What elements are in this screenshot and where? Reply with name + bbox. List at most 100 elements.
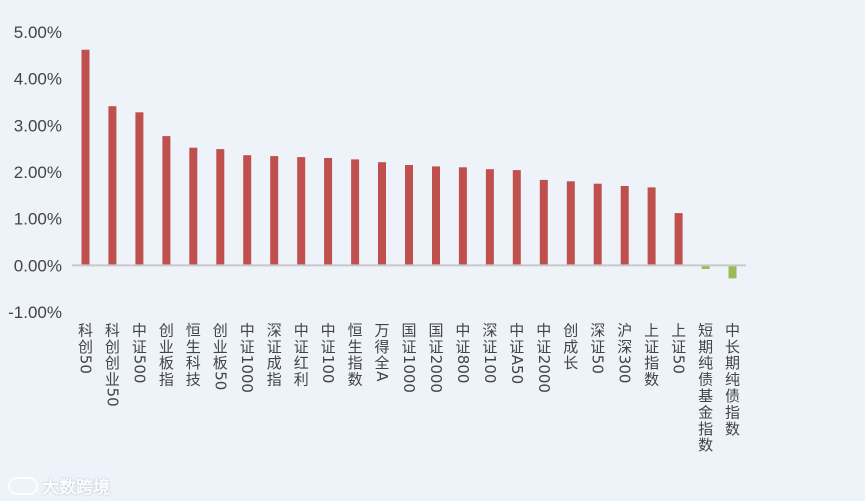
svg-text:板: 板 [159,354,174,372]
svg-text:深: 深 [267,321,282,339]
svg-text:1000: 1000 [400,355,418,393]
svg-text:2000: 2000 [427,355,445,393]
svg-text:科: 科 [105,321,120,339]
svg-text:深: 深 [482,321,497,339]
y-tick-label: 1.00% [14,210,62,229]
svg-text:证: 证 [536,338,551,356]
svg-text:数: 数 [348,371,363,389]
bar [162,136,171,266]
bar [593,183,602,266]
svg-text:创: 创 [213,321,228,339]
svg-text:证: 证 [455,338,470,356]
y-axis: 5.00% 4.00% 3.00% 2.00% 1.00% 0.00% -1.00% [8,23,62,322]
svg-text:指: 指 [348,354,363,372]
svg-text:创: 创 [105,338,120,356]
svg-text:沪: 沪 [617,321,632,339]
svg-text:500: 500 [130,355,148,384]
bar [189,147,198,266]
logo-icon [8,476,38,495]
svg-text:中: 中 [321,321,336,339]
svg-text:创: 创 [159,321,174,339]
svg-text:中: 中 [509,321,524,339]
svg-text:成: 成 [563,338,578,356]
y-tick-label: 3.00% [14,116,62,135]
svg-text:成: 成 [267,354,282,372]
svg-text:证: 证 [590,338,605,356]
svg-text:期: 期 [698,338,713,356]
svg-text:中: 中 [132,321,147,339]
svg-text:科: 科 [78,321,93,339]
svg-text:证: 证 [132,338,147,356]
svg-text:指: 指 [159,371,174,389]
bar [324,158,333,266]
svg-text:50: 50 [103,388,121,407]
svg-text:2000: 2000 [535,355,553,393]
bar [81,49,90,266]
svg-text:得: 得 [374,338,389,356]
svg-text:恒: 恒 [348,321,363,339]
svg-text:中: 中 [294,321,309,339]
svg-text:深: 深 [590,321,605,339]
svg-text:证: 证 [482,338,497,356]
svg-text:生: 生 [186,338,201,356]
y-tick-label: 0.00% [14,256,62,275]
svg-text:300: 300 [616,355,634,384]
svg-text:创: 创 [78,338,93,356]
svg-text:数: 数 [698,436,713,454]
y-tick-label: 2.00% [14,163,62,182]
bar [378,162,386,266]
svg-text:万: 万 [374,321,389,339]
svg-text:业: 业 [213,338,228,356]
bar [620,186,629,266]
svg-text:生: 生 [348,338,363,356]
svg-text:证: 证 [321,338,336,356]
bar [432,166,440,266]
svg-text:A: A [373,371,391,382]
svg-text:业: 业 [105,371,120,389]
bar [243,155,252,266]
svg-text:深: 深 [617,338,632,356]
svg-text:证: 证 [671,338,686,356]
bar [485,169,494,266]
svg-text:证: 证 [267,338,282,356]
svg-text:创: 创 [563,321,578,339]
svg-text:业: 业 [159,338,174,356]
svg-text:50: 50 [211,371,229,390]
svg-text:数: 数 [644,371,659,389]
bar [647,187,656,266]
svg-text:中: 中 [240,321,255,339]
svg-text:期: 期 [725,354,740,372]
svg-text:指: 指 [725,403,740,421]
svg-text:金: 金 [698,403,713,421]
svg-text:长: 长 [725,338,740,356]
svg-text:800: 800 [454,355,472,384]
bar [458,167,467,266]
bar [674,213,683,266]
bar [539,179,548,266]
x-axis-labels: 科创50科创创业50中证500创业板指恒生科技创业板50中证1000深证成指中证… [77,321,741,454]
svg-text:证: 证 [509,338,524,356]
svg-text:50: 50 [670,355,688,374]
svg-text:指: 指 [698,420,713,438]
svg-text:国: 国 [401,321,416,339]
bar [351,159,360,266]
y-tick-label: -1.00% [8,303,62,322]
svg-text:证: 证 [644,338,659,356]
bar [216,149,225,266]
